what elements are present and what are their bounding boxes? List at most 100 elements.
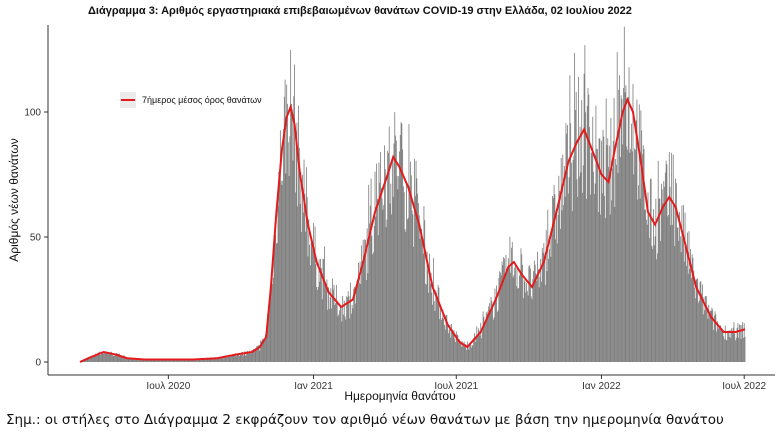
daily-death-bar: [582, 192, 583, 362]
daily-death-bar: [182, 359, 183, 362]
daily-death-bar: [678, 240, 680, 362]
daily-death-bar: [574, 53, 576, 362]
daily-death-bar: [675, 183, 677, 362]
daily-death-bar: [705, 296, 707, 362]
daily-death-bar: [339, 304, 341, 362]
y-axis-title: Αριθμός νέων θανάτων: [7, 138, 21, 261]
daily-death-bar: [317, 286, 319, 362]
daily-death-bar: [150, 359, 152, 362]
daily-death-bar: [649, 238, 650, 362]
daily-death-bar: [241, 352, 243, 362]
daily-death-bar: [668, 151, 670, 362]
daily-death-bar: [119, 356, 121, 362]
daily-death-bar: [389, 203, 391, 362]
daily-death-bar: [269, 292, 271, 362]
daily-death-bar: [487, 311, 489, 362]
daily-death-bar: [363, 259, 365, 362]
daily-death-bar: [468, 349, 470, 362]
daily-death-bar: [236, 353, 238, 362]
daily-death-bar: [508, 266, 510, 362]
daily-death-bar: [163, 359, 165, 362]
daily-death-bar: [672, 154, 674, 362]
daily-death-bar: [156, 359, 158, 362]
daily-death-bar: [121, 357, 123, 362]
daily-death-bar: [690, 277, 692, 362]
daily-death-bar: [342, 296, 344, 362]
daily-death-bar: [346, 296, 348, 362]
daily-death-bar: [580, 172, 582, 362]
daily-death-bar: [231, 354, 232, 362]
daily-death-bar: [654, 236, 656, 362]
daily-death-bar: [475, 338, 477, 362]
daily-death-bar: [541, 247, 543, 362]
daily-death-bar: [351, 304, 353, 362]
daily-death-bar: [560, 228, 561, 362]
daily-death-bar: [480, 322, 482, 362]
daily-death-bar: [378, 162, 380, 362]
daily-death-bar: [500, 272, 501, 362]
daily-death-bar: [152, 359, 154, 362]
daily-death-bar: [433, 301, 435, 362]
daily-death-bar: [458, 342, 460, 362]
daily-death-bar: [223, 358, 224, 362]
daily-death-bar: [692, 257, 694, 362]
daily-death-bar: [603, 136, 605, 362]
daily-death-bar: [104, 351, 106, 362]
daily-death-bar: [317, 289, 318, 362]
daily-death-bar: [97, 352, 99, 362]
daily-death-bar: [229, 357, 231, 362]
daily-death-bar: [518, 287, 520, 362]
daily-death-bar: [292, 160, 294, 362]
daily-death-bar: [350, 313, 352, 362]
daily-death-bar: [641, 130, 643, 362]
daily-death-bar: [406, 219, 408, 362]
daily-death-bar: [727, 332, 729, 362]
daily-death-bar: [533, 260, 535, 362]
daily-death-bar: [461, 346, 463, 362]
daily-death-bar: [264, 340, 266, 362]
daily-death-bar: [256, 346, 258, 362]
daily-death-bar: [549, 236, 551, 362]
daily-death-bar: [163, 359, 165, 362]
daily-death-bar: [145, 359, 147, 362]
daily-death-bar: [165, 359, 167, 362]
daily-death-bar: [515, 264, 516, 362]
daily-death-bar: [503, 258, 505, 362]
daily-death-bar: [116, 353, 118, 362]
daily-death-bar: [679, 211, 680, 362]
daily-death-bar: [744, 337, 746, 362]
covid-deaths-chart: Διάγραμμα 3: Αριθμός εργαστηριακά επιβεβ…: [7, 5, 775, 403]
footnote: Σημ.: οι στήλες στο Διάγραμμα 2 εκφράζου…: [6, 412, 724, 428]
daily-death-bar: [384, 145, 385, 362]
daily-death-bar: [601, 193, 603, 362]
daily-death-bar: [373, 226, 375, 362]
daily-death-bar: [569, 75, 571, 362]
daily-death-bar: [660, 240, 662, 362]
daily-death-bar: [118, 354, 120, 362]
daily-death-bar: [369, 205, 371, 362]
daily-death-bar: [690, 249, 691, 362]
daily-death-bar: [570, 123, 572, 362]
daily-death-bar: [110, 351, 112, 362]
daily-death-bar: [681, 205, 683, 362]
daily-death-bar: [380, 187, 382, 362]
daily-death-bar: [208, 358, 209, 362]
daily-death-bar: [553, 184, 555, 362]
y-tick-label: 50: [30, 233, 42, 244]
daily-death-bar: [527, 295, 529, 362]
daily-death-bar: [287, 103, 288, 362]
daily-death-bar: [306, 197, 308, 362]
daily-death-bar: [653, 245, 655, 362]
daily-death-bar: [261, 339, 263, 362]
daily-death-bar: [89, 357, 91, 362]
daily-death-bar: [421, 228, 422, 362]
daily-death-bar: [696, 278, 698, 362]
daily-death-bar: [131, 357, 133, 362]
daily-death-bar: [724, 325, 726, 362]
daily-death-bar: [388, 126, 390, 362]
daily-death-bar: [401, 123, 403, 363]
daily-death-bar: [177, 359, 179, 362]
daily-death-bar: [422, 253, 424, 362]
daily-death-bar: [538, 287, 540, 362]
daily-death-bar: [325, 285, 327, 362]
